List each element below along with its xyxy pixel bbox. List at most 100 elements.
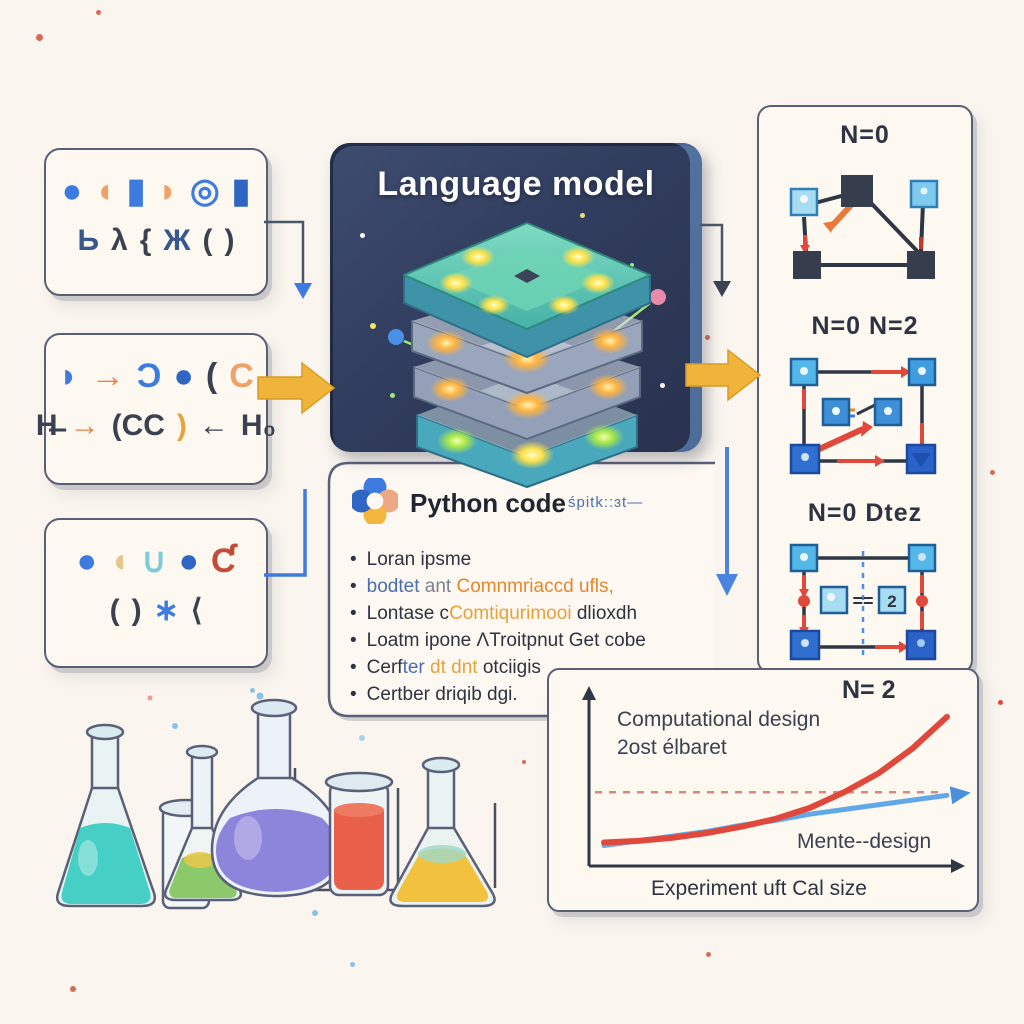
token-glyph: ● <box>76 542 97 580</box>
token-glyph: C <box>229 357 254 395</box>
chart-box: N= 2 Computational design 2ost élbaret M… <box>547 668 979 912</box>
bullet-dot: • <box>350 684 357 705</box>
graph3-node-glyph: 2 <box>887 592 896 611</box>
token-glyph: Ь <box>77 224 100 257</box>
python-bullet-item: • Cerfter dt dnt otciigis <box>350 654 646 681</box>
token-glyph: (CC <box>111 409 165 442</box>
token-glyph: ● <box>178 542 199 580</box>
bullet-dot: • <box>350 576 357 597</box>
red-beaker <box>324 771 394 897</box>
connector-box1-to-model <box>264 220 305 284</box>
token-glyph: ( <box>109 594 120 627</box>
token-glyph: ▮ <box>126 172 146 210</box>
bullet-text: Cerfter dt dnt otciigis <box>366 657 541 678</box>
token-glyph: ◖ <box>94 172 115 210</box>
computational-cost-curve <box>601 713 950 846</box>
python-code-box: Python code śpitk::ɜt— • Loran ipsme • bodt… <box>320 452 715 727</box>
python-code-title: Python code <box>410 488 567 518</box>
chart-annotation-line1: Computational design <box>617 708 820 731</box>
python-bullet-item: • Lontase cComtiqurimooi dlioxdh <box>350 600 646 627</box>
token-glyph: ∗ <box>153 594 179 627</box>
sparkle-dot <box>660 383 665 388</box>
token-glyph: ◖ <box>109 542 130 580</box>
token-glyph: ∪ <box>141 542 167 580</box>
yellow-flask <box>389 756 496 908</box>
token-glyph: ◎ <box>189 172 220 210</box>
sparkle-dot <box>360 233 365 238</box>
language-model-box: Language model <box>330 143 702 488</box>
arrowhead-blue-large <box>716 574 738 596</box>
blue-orb <box>388 329 404 345</box>
meta-design-label: Mente--design <box>797 830 931 853</box>
python-bullet-item: • Loatm ipone ΛTroitpnut Get cobe <box>350 627 646 654</box>
token-row: ● ◖ ▮ ◗ ◎ ▮ <box>46 174 266 208</box>
python-side-note: śpitk::ɜt— <box>568 494 644 511</box>
green-flask <box>163 744 243 902</box>
bullet-text: Loran ipsme <box>366 549 472 570</box>
sparkle-dot <box>630 263 634 267</box>
token-glyph: ) <box>176 409 187 442</box>
token-glyph: ) <box>224 224 235 257</box>
token-row: () ∗ ⟨ <box>46 596 266 626</box>
python-logo-icon <box>352 478 398 524</box>
panel-label-n0n2: N=0 N=2 <box>811 312 919 340</box>
token-glyph: Ж <box>163 224 191 257</box>
yellow-arrow-box2-to-model <box>257 361 336 415</box>
speckle-dot <box>522 760 526 764</box>
language-model-title: Language model <box>377 165 655 203</box>
token-glyph: λ <box>111 224 128 257</box>
token-glyph: ● <box>173 357 194 395</box>
token-row: ◗ → Ɔ ● (C <box>46 359 266 393</box>
speckle-dot <box>350 962 355 967</box>
panel-label-n0-dtez: N=0 Dtez <box>807 499 923 527</box>
token-glyph: → <box>90 357 125 395</box>
sparkle-dot <box>370 323 376 329</box>
python-box-outline <box>327 461 715 721</box>
chart-n2-label: N= 2 <box>842 676 896 704</box>
blue-line-arrowhead <box>949 786 971 805</box>
graph3-equals-label: == <box>852 591 873 611</box>
token-glyph: ● <box>61 172 83 210</box>
python-bullet-item: • Certber driqib dgi. <box>350 681 646 708</box>
graph-n0-dtez: == 2 <box>789 543 937 661</box>
token-glyph: → <box>69 409 100 442</box>
python-bullet-item: • Loran ipsme <box>350 546 646 573</box>
connector-box3-to-python <box>264 489 307 577</box>
pink-orb <box>650 289 666 305</box>
token-glyph: ) <box>131 594 142 627</box>
bullet-text: bodtet ant Comnmriaccd ufls, <box>366 576 614 597</box>
token-glyph: ◗ <box>58 357 79 395</box>
bullet-text: Loatm ipone ΛTroitpnut Get cobe <box>366 630 646 651</box>
speckle-dot <box>998 700 1003 705</box>
token-glyph: ( <box>202 224 213 257</box>
x-axis-label: Experiment uft Cal size <box>651 877 867 900</box>
n-panels-box: N=0 N=0 N=2 <box>757 105 973 674</box>
purple-flask <box>210 698 344 898</box>
speckle-dot <box>705 335 710 340</box>
speckle-dot <box>706 952 711 957</box>
bullet-text: Certber driqib dgi. <box>366 684 518 705</box>
graph-n0 <box>789 175 939 279</box>
speckle-dot <box>250 688 255 693</box>
token-glyph: Ƈ <box>210 542 236 580</box>
token-box-2: ◗ → Ɔ ● (C H̶ → (CC) ← H₀ <box>36 333 276 485</box>
speckle-dot <box>36 34 43 41</box>
python-bullet-list: • Loran ipsme • bodtet ant Comnmriaccd ufls… <box>350 546 646 708</box>
token-glyph: ◗ <box>157 172 178 210</box>
connector-model-to-panels <box>700 223 724 282</box>
token-glyph: ⟨ <box>190 594 203 627</box>
sparkle-dot <box>580 213 585 218</box>
speckle-dot <box>990 470 995 475</box>
cost-chart: N= 2 Computational design 2ost élbaret M… <box>582 676 971 900</box>
token-glyph: H̶ <box>35 409 58 442</box>
sparkle-dot <box>390 393 395 398</box>
panel-label-n0: N=0 <box>840 121 890 149</box>
bullet-dot: • <box>350 603 357 624</box>
token-glyph: ▮ <box>231 172 251 210</box>
token-glyph: { <box>139 224 152 257</box>
model-stack-illustration <box>388 222 666 488</box>
bullet-dot: • <box>350 549 357 570</box>
